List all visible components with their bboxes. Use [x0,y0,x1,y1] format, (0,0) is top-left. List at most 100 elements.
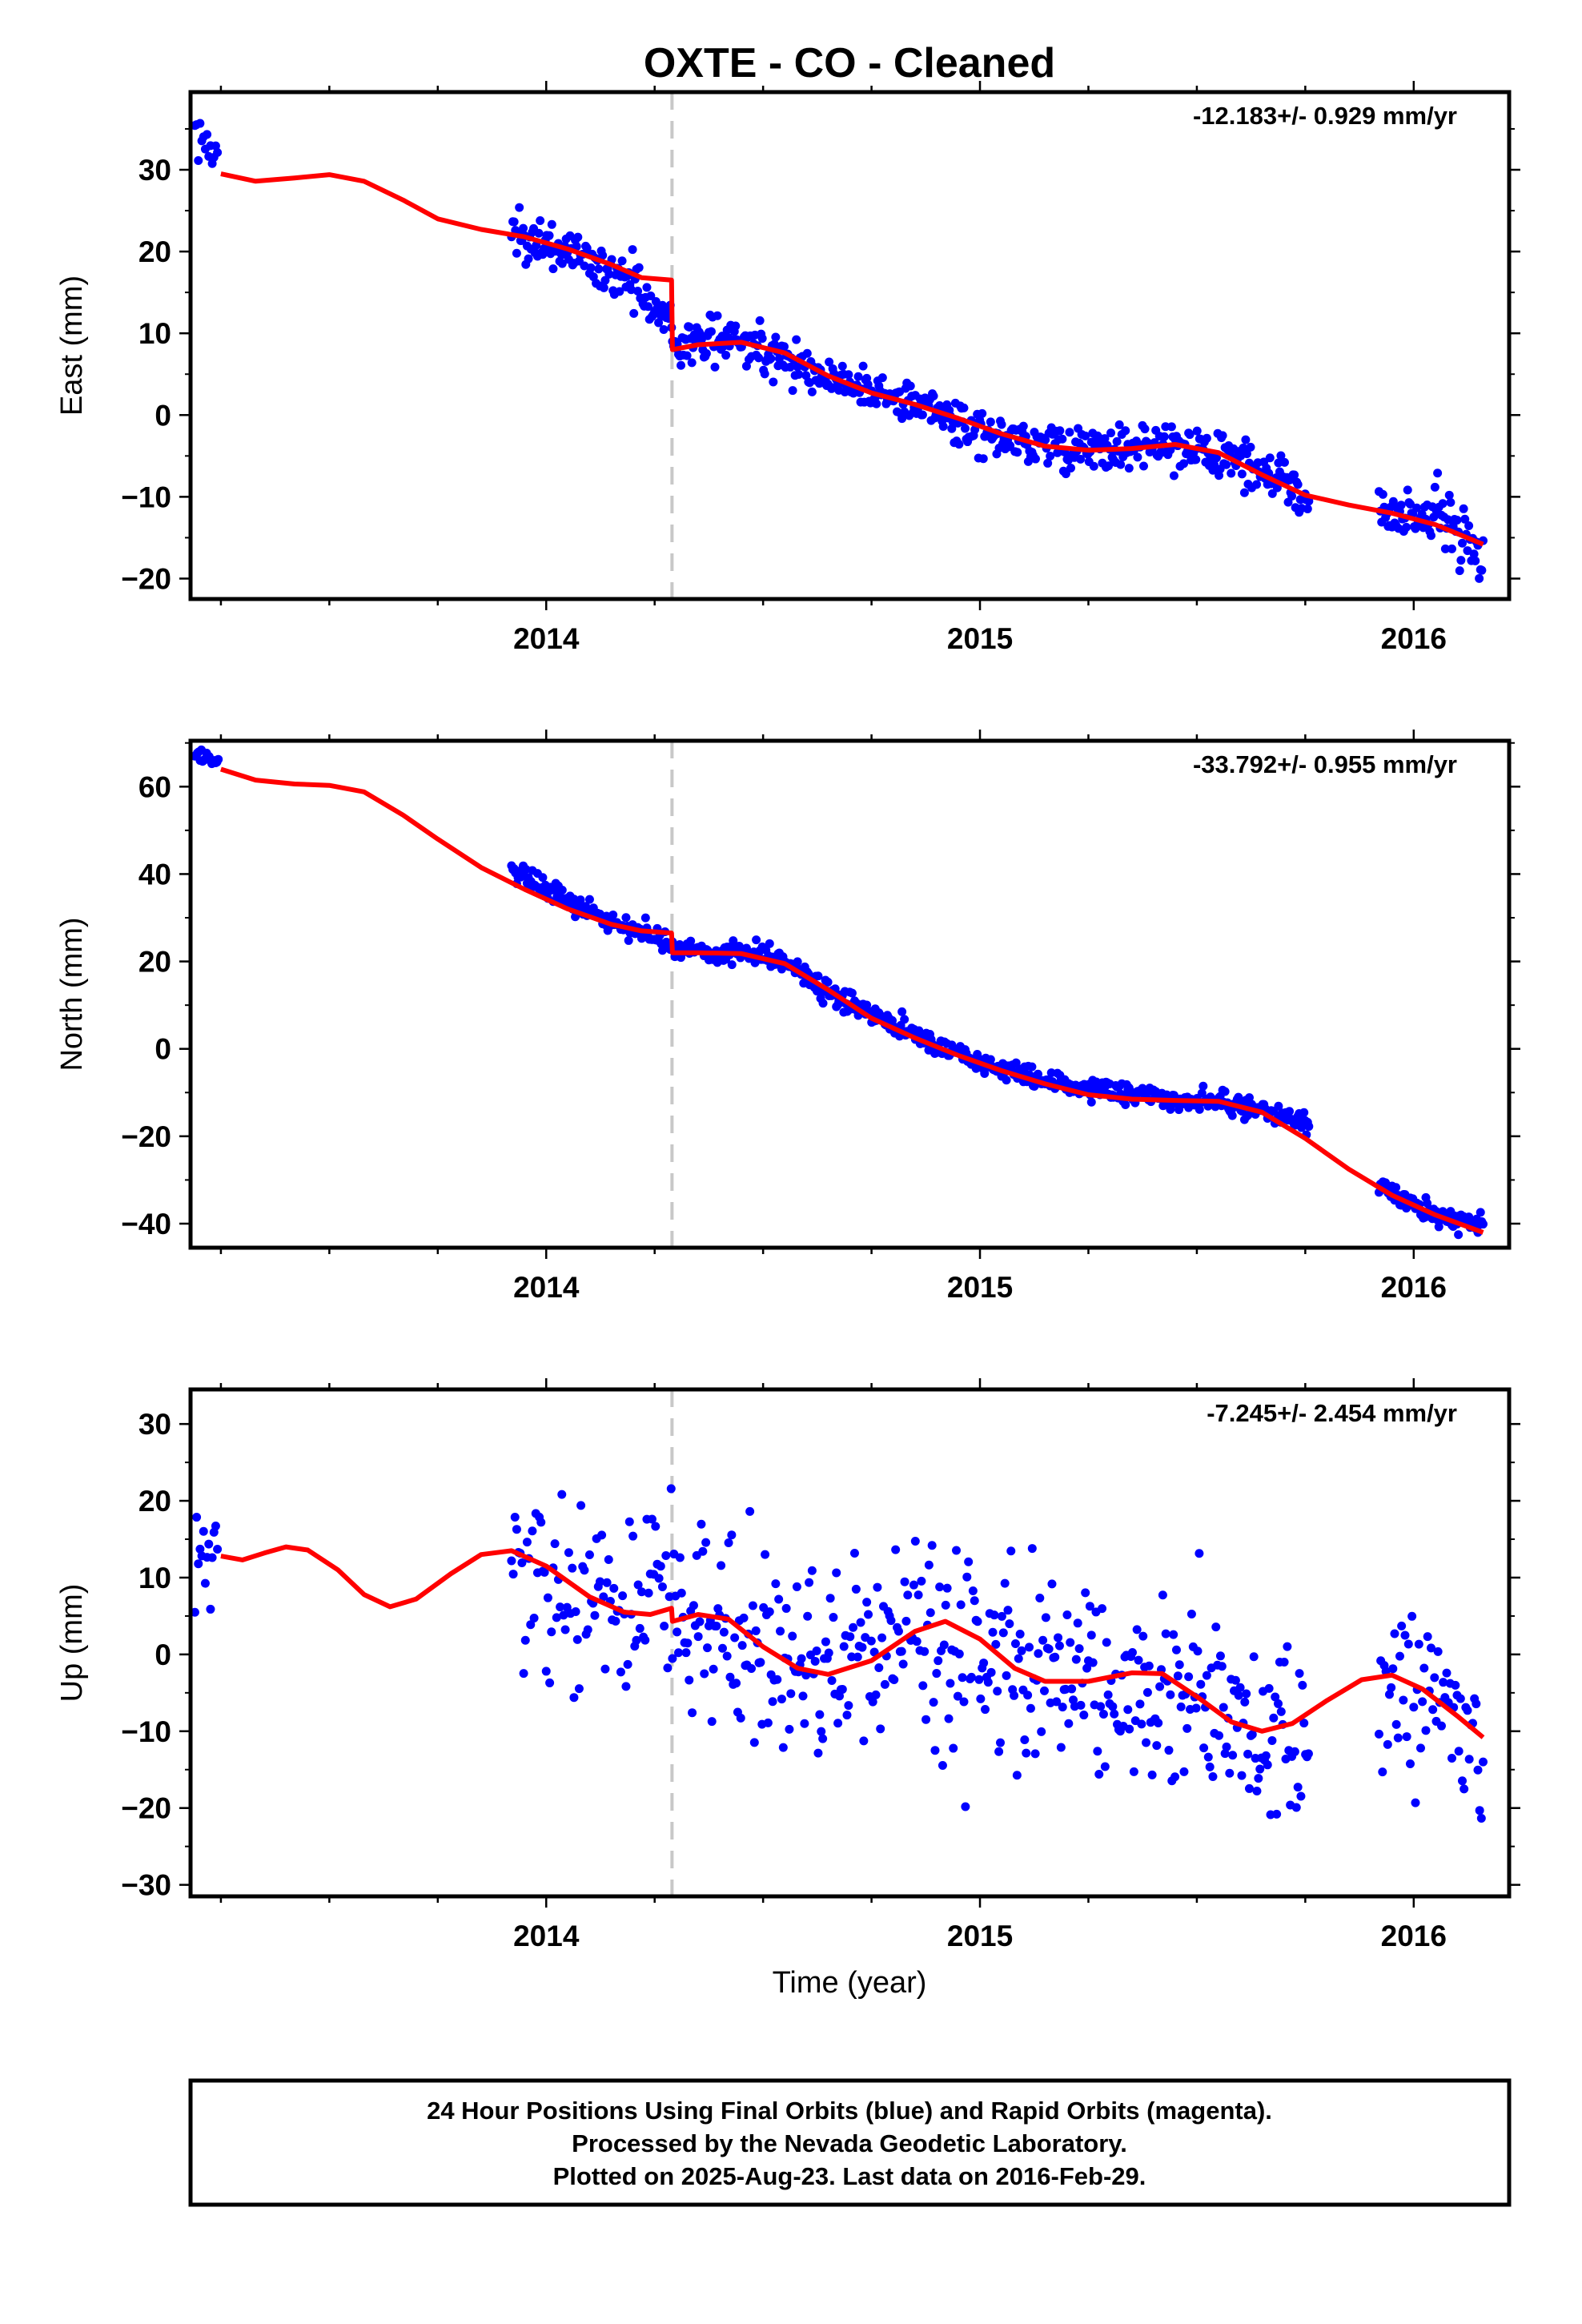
data-point [211,1522,220,1531]
x-tick-label: 2016 [1381,622,1447,655]
data-point [1082,1663,1092,1673]
data-point [1034,1649,1043,1659]
data-point [524,254,533,263]
data-point [1460,514,1470,524]
plot-area [191,741,1488,1248]
data-point [1303,1749,1313,1759]
data-point [701,1538,711,1547]
data-point [651,1522,661,1531]
data-point [1299,1108,1309,1117]
data-point [656,1562,665,1571]
data-point [1102,1638,1111,1647]
data-point [924,1560,934,1570]
data-point [1475,573,1484,583]
data-point [700,1669,709,1679]
data-point [813,1748,823,1758]
data-point [866,1636,876,1646]
data-point [966,1672,976,1682]
data-point [1166,445,1175,455]
data-point [1381,1178,1391,1188]
data-point [1191,1703,1201,1713]
data-point [938,422,948,432]
data-point [1006,1546,1016,1556]
data-point [741,361,751,371]
data-point [560,1625,570,1634]
data-point [1247,1730,1257,1739]
data-point [1179,1767,1189,1776]
data-point [1276,451,1286,460]
x-tick-label: 2016 [1381,1271,1447,1304]
data-point [785,362,795,372]
data-point [1419,1663,1429,1673]
data-point [1112,436,1122,446]
data-point [1421,1726,1431,1735]
data-point [1125,1724,1134,1734]
data-point [880,1679,889,1689]
data-point [1455,566,1464,576]
data-point [797,1654,806,1663]
data-point [1041,435,1050,444]
data-point [944,1714,954,1723]
data-point [994,1747,1004,1756]
data-point [938,1760,947,1770]
data-point [1169,1630,1178,1639]
data-point [912,1637,921,1647]
data-point [761,1550,770,1559]
data-point [608,910,618,919]
data-point [1058,434,1067,444]
data-point [515,203,524,212]
data-point [1203,1752,1213,1762]
data-point [1414,1639,1423,1649]
data-point [599,1592,608,1602]
data-point [821,1637,830,1647]
data-point [997,420,1006,429]
data-point [1195,1549,1204,1558]
data-point [642,283,652,292]
data-point [1170,1772,1180,1782]
data-point [1025,1642,1034,1652]
data-point [1222,460,1231,469]
data-point [1291,1803,1301,1812]
data-point [1471,556,1480,565]
data-point [1199,1743,1209,1753]
data-point [786,1689,796,1699]
data-point [1249,1652,1259,1662]
data-point [859,1736,869,1746]
data-point [568,1563,577,1573]
data-point [1261,1751,1271,1760]
data-point [719,1627,729,1637]
data-point [1457,1776,1467,1786]
data-point [792,1582,801,1591]
data-point [1089,461,1098,471]
data-point [1384,1690,1394,1699]
data-point [195,1544,205,1554]
data-point [1243,1749,1253,1759]
data-point [946,1679,955,1688]
data-point [552,1613,561,1622]
data-point [1121,426,1130,436]
model-curve [220,171,1484,547]
x-tick-label: 2014 [513,1271,580,1304]
data-point [1052,1697,1062,1707]
data-point [1388,1664,1398,1674]
data-point [1457,538,1467,548]
data-point [576,895,585,905]
data-point [942,1583,952,1593]
data-point [807,1566,817,1575]
data-point [1436,1721,1446,1731]
model-curve [220,1544,1485,1739]
data-point [1246,442,1255,452]
data-point [962,1572,972,1582]
data-point [686,936,696,946]
data-point [584,895,594,904]
data-point [512,1525,521,1534]
data-point [191,1607,199,1617]
data-point [1220,1749,1230,1759]
data-point [737,1641,747,1651]
data-point [1076,454,1086,464]
data-point [803,1611,813,1621]
data-point [818,1734,828,1743]
data-point [211,141,220,151]
data-point [1409,1703,1419,1712]
data-point [781,1603,791,1613]
